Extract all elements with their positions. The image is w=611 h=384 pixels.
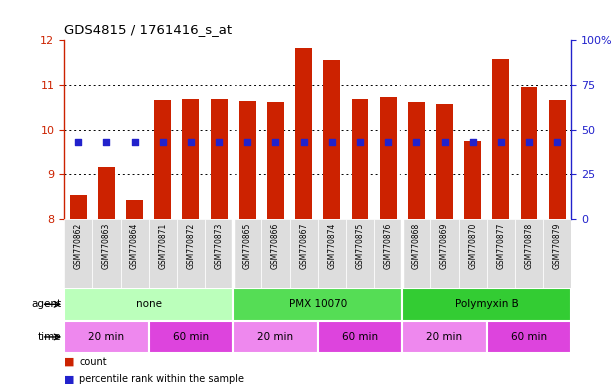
- Point: [496, 139, 506, 145]
- Bar: [379, 98, 397, 219]
- Bar: [543, 219, 571, 288]
- Bar: [262, 219, 290, 288]
- Point: [158, 139, 167, 145]
- Bar: [346, 219, 374, 288]
- Bar: [402, 219, 430, 288]
- Text: 60 min: 60 min: [173, 332, 209, 342]
- Text: GSM770874: GSM770874: [327, 222, 336, 269]
- Text: GSM770863: GSM770863: [102, 222, 111, 269]
- Text: GSM770878: GSM770878: [524, 222, 533, 268]
- Bar: [521, 87, 538, 219]
- Text: GSM770873: GSM770873: [214, 222, 224, 269]
- Point: [186, 139, 196, 145]
- Text: GSM770879: GSM770879: [553, 222, 562, 269]
- Bar: [233, 321, 318, 353]
- Text: 20 min: 20 min: [257, 332, 293, 342]
- Text: none: none: [136, 299, 162, 310]
- Bar: [64, 321, 148, 353]
- Text: GSM770876: GSM770876: [384, 222, 393, 269]
- Point: [101, 139, 111, 145]
- Text: GSM770864: GSM770864: [130, 222, 139, 269]
- Text: GSM770877: GSM770877: [496, 222, 505, 269]
- Text: 60 min: 60 min: [342, 332, 378, 342]
- Bar: [120, 219, 148, 288]
- Text: Polymyxin B: Polymyxin B: [455, 299, 519, 310]
- Bar: [515, 219, 543, 288]
- Bar: [464, 141, 481, 219]
- Bar: [64, 288, 233, 321]
- Bar: [126, 200, 143, 219]
- Point: [468, 139, 478, 145]
- Text: GSM770862: GSM770862: [74, 222, 82, 268]
- Bar: [233, 219, 262, 288]
- Text: GSM770872: GSM770872: [186, 222, 196, 268]
- Text: GDS4815 / 1761416_s_at: GDS4815 / 1761416_s_at: [64, 23, 232, 36]
- Bar: [408, 102, 425, 219]
- Point: [552, 139, 562, 145]
- Bar: [177, 219, 205, 288]
- Point: [214, 139, 224, 145]
- Text: count: count: [79, 357, 107, 367]
- Bar: [205, 219, 233, 288]
- Bar: [430, 219, 459, 288]
- Point: [271, 139, 280, 145]
- Point: [411, 139, 421, 145]
- Bar: [148, 321, 233, 353]
- Text: ■: ■: [64, 374, 78, 384]
- Bar: [70, 195, 87, 219]
- Bar: [318, 321, 402, 353]
- Point: [440, 139, 450, 145]
- Text: 20 min: 20 min: [426, 332, 463, 342]
- Text: 20 min: 20 min: [89, 332, 125, 342]
- Bar: [295, 48, 312, 219]
- Text: GSM770869: GSM770869: [440, 222, 449, 269]
- Bar: [402, 321, 487, 353]
- Point: [355, 139, 365, 145]
- Text: ■: ■: [64, 357, 78, 367]
- Text: GSM770868: GSM770868: [412, 222, 421, 268]
- Bar: [323, 60, 340, 219]
- Bar: [487, 321, 571, 353]
- Bar: [183, 99, 199, 219]
- Bar: [436, 104, 453, 219]
- Bar: [459, 219, 487, 288]
- Bar: [374, 219, 402, 288]
- Bar: [155, 100, 171, 219]
- Text: percentile rank within the sample: percentile rank within the sample: [79, 374, 244, 384]
- Bar: [290, 219, 318, 288]
- Point: [383, 139, 393, 145]
- Point: [327, 139, 337, 145]
- Bar: [402, 288, 571, 321]
- Bar: [487, 219, 515, 288]
- Text: GSM770867: GSM770867: [299, 222, 308, 269]
- Bar: [239, 101, 256, 219]
- Text: PMX 10070: PMX 10070: [288, 299, 347, 310]
- Bar: [98, 167, 115, 219]
- Text: time: time: [37, 332, 61, 342]
- Point: [130, 139, 139, 145]
- Bar: [351, 99, 368, 219]
- Bar: [318, 219, 346, 288]
- Text: GSM770870: GSM770870: [468, 222, 477, 269]
- Text: GSM770871: GSM770871: [158, 222, 167, 268]
- Text: GSM770865: GSM770865: [243, 222, 252, 269]
- Bar: [148, 219, 177, 288]
- Bar: [267, 102, 284, 219]
- Bar: [211, 99, 227, 219]
- Point: [299, 139, 309, 145]
- Bar: [233, 288, 402, 321]
- Point: [73, 139, 83, 145]
- Text: GSM770875: GSM770875: [356, 222, 365, 269]
- Bar: [549, 100, 566, 219]
- Point: [243, 139, 252, 145]
- Text: 60 min: 60 min: [511, 332, 547, 342]
- Bar: [64, 219, 92, 288]
- Text: GSM770866: GSM770866: [271, 222, 280, 269]
- Point: [524, 139, 534, 145]
- Bar: [492, 59, 510, 219]
- Bar: [92, 219, 120, 288]
- Text: agent: agent: [31, 299, 61, 310]
